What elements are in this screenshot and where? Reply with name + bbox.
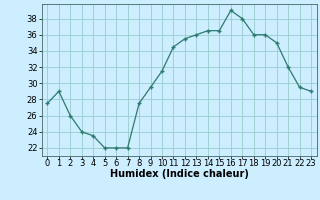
X-axis label: Humidex (Indice chaleur): Humidex (Indice chaleur): [110, 169, 249, 179]
